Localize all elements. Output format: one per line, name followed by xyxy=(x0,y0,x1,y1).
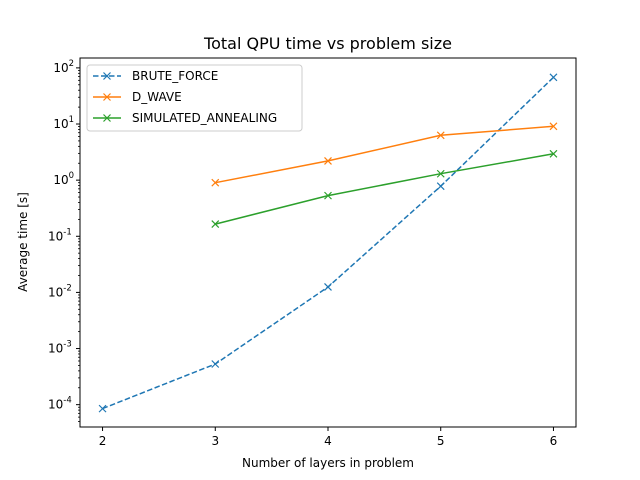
x-tick-label: 6 xyxy=(550,434,558,448)
y-tick-base: 10 xyxy=(48,229,63,243)
legend-label: D_WAVE xyxy=(132,90,182,104)
legend-label: BRUTE_FORCE xyxy=(132,69,218,83)
y-tick-base: 10 xyxy=(48,342,63,356)
axes-frame xyxy=(79,57,577,428)
data-point xyxy=(324,156,332,165)
y-tick-exponent: 0 xyxy=(69,171,74,181)
legend-label: SIMULATED_ANNEALING xyxy=(132,111,277,125)
data-point xyxy=(324,283,332,291)
y-tick-label: 10-2 xyxy=(48,283,72,299)
x-tick-label: 5 xyxy=(437,434,445,448)
x-tick-label: 2 xyxy=(99,434,107,448)
y-tick-exponent: -2 xyxy=(63,283,71,293)
data-point xyxy=(211,220,220,228)
y-tick-exponent: -3 xyxy=(63,340,71,350)
y-tick-label: 102 xyxy=(53,59,74,75)
y-tick-label: 10-3 xyxy=(48,340,72,356)
series-line-d-wave xyxy=(215,125,554,184)
y-tick-label: 10-4 xyxy=(48,396,72,412)
series-layer xyxy=(98,73,558,413)
data-point xyxy=(549,73,558,82)
data-point xyxy=(211,178,220,187)
data-point xyxy=(436,182,445,191)
y-tick-exponent: -1 xyxy=(63,227,71,237)
y-tick-exponent: 2 xyxy=(69,59,74,69)
series-line-simulated-annealing xyxy=(215,153,554,225)
data-point xyxy=(436,131,445,140)
legend-item: D_WAVE xyxy=(93,90,182,104)
x-tick-label: 3 xyxy=(211,434,219,448)
legend-box xyxy=(86,64,303,132)
y-tick-exponent: 1 xyxy=(69,115,74,125)
y-tick-base: 10 xyxy=(53,173,68,187)
y-tick-base: 10 xyxy=(48,398,63,412)
x-axis-ticks: 2 3 4 5 6 xyxy=(99,427,558,448)
chart-title: Total QPU time vs problem size xyxy=(203,34,452,53)
y-axis-label: Average time [s] xyxy=(16,192,30,292)
data-point xyxy=(98,404,107,413)
x-axis-label: Number of layers in problem xyxy=(242,456,414,470)
y-tick-base: 10 xyxy=(53,61,68,75)
x-tick-label: 4 xyxy=(324,434,332,448)
data-point xyxy=(549,122,558,131)
y-tick-exponent: -4 xyxy=(63,396,71,406)
legend: BRUTE_FORCE D_WAVE SIMULATED_ANNEALING xyxy=(86,64,303,132)
data-point xyxy=(211,360,220,368)
data-point xyxy=(436,169,445,178)
legend-item: BRUTE_FORCE xyxy=(93,69,218,83)
y-tick-label: 10-1 xyxy=(48,227,72,243)
y-tick-label: 101 xyxy=(53,115,74,131)
y-tick-base: 10 xyxy=(48,285,63,299)
data-point xyxy=(324,191,332,200)
y-tick-base: 10 xyxy=(53,117,68,131)
y-tick-label: 100 xyxy=(53,171,74,187)
data-point xyxy=(549,149,558,158)
legend-item: SIMULATED_ANNEALING xyxy=(93,111,277,125)
